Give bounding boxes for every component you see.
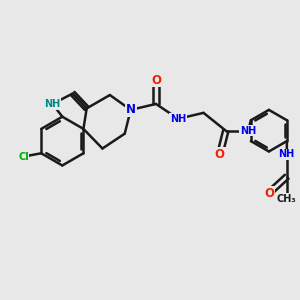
Text: CH₃: CH₃ xyxy=(277,194,296,204)
Text: O: O xyxy=(264,187,274,200)
Text: NH: NH xyxy=(170,114,186,124)
Text: NH: NH xyxy=(279,149,295,160)
Text: NH: NH xyxy=(44,99,61,109)
Text: O: O xyxy=(215,148,225,161)
Text: Cl: Cl xyxy=(18,152,29,162)
Text: NH: NH xyxy=(240,126,256,136)
Text: O: O xyxy=(151,74,161,87)
Text: N: N xyxy=(126,103,136,116)
